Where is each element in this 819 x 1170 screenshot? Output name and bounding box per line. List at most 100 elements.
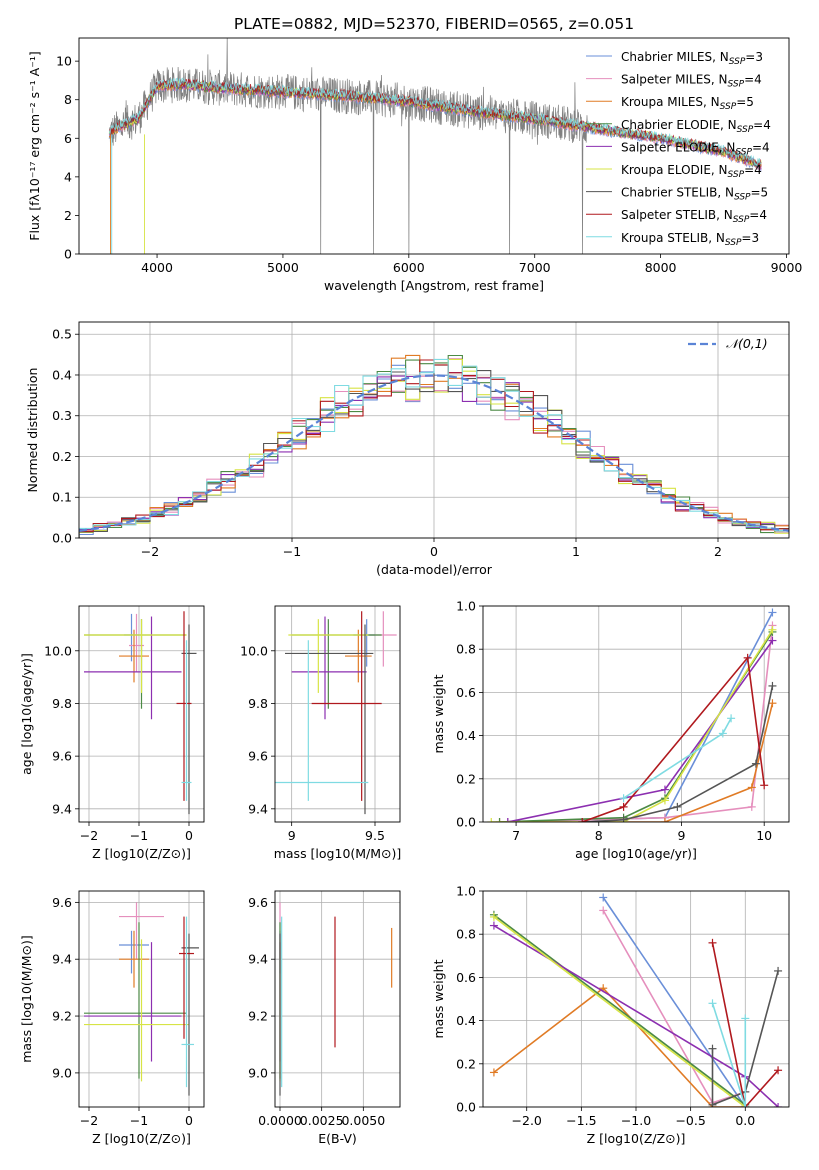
y-axis-label: mass weight (431, 674, 446, 753)
series-line (507, 612, 774, 822)
y-tick-label: 10.0 (240, 643, 268, 658)
x-axis-label: wavelength [Angstrom, rest frame] (324, 278, 544, 293)
axes-frame (78, 321, 790, 539)
panel-age-vs-Z: −2 −1 0 9.4 9.6 9.8 10.0 Z [log10(Z/Z⊙)] age [lo… (19, 605, 205, 861)
legend-subscript: SSP (733, 215, 750, 225)
errorbar-chabrier-miles (353, 619, 375, 667)
legend-nssp: =4 (752, 140, 770, 154)
model-spectrum-kroupa-stelib (108, 77, 762, 167)
axes-frame (482, 890, 790, 1108)
axes-frame (78, 890, 205, 1108)
series-line (711, 942, 779, 1107)
legend-subscript: SSP (737, 125, 754, 135)
errorbar-salpeter-elodie (84, 942, 182, 1062)
legend-nssp: =4 (753, 118, 771, 132)
x-tick-label: −0.5 (675, 1113, 705, 1128)
y-tick-label: 1.0 (456, 884, 476, 899)
errorbar-salpeter-stelib (311, 611, 382, 801)
series-salpeter-stelib (578, 653, 769, 822)
x-tick-label: 6000 (393, 260, 425, 275)
panel-mass-vs-Z: −2 −1 0 9.0 9.2 9.4 9.6 Z [log10(Z/Z⊙)] mass [lo… (19, 890, 205, 1146)
y-tick-label: 9.2 (52, 1009, 72, 1024)
legend-label-salpeter-miles: Salpeter MILES, NSSP=4 (621, 73, 762, 90)
series-line (499, 631, 774, 822)
series-line (711, 970, 779, 1106)
legend-nssp: =5 (736, 95, 754, 109)
legend-label-chabrier-miles: Chabrier MILES, NSSP=3 (621, 50, 763, 67)
y-tick-label: 0.2 (456, 771, 476, 786)
y-tick-label: 10 (56, 54, 72, 69)
legend-nssp: =4 (744, 163, 762, 177)
data-spectrum (108, 38, 588, 254)
plot-area (79, 354, 789, 538)
y-tick-label: 9.0 (52, 1065, 72, 1080)
x-tick-label: 9 (678, 828, 686, 843)
legend-subscript: SSP (728, 80, 745, 90)
x-tick-label: 0.0 (735, 1113, 755, 1128)
x-tick-label: 8000 (645, 260, 677, 275)
y-axis-label: Flux [fλ10⁻¹⁷ erg cm⁻² s⁻¹ A⁻¹] (27, 51, 42, 240)
x-tick-label: 8 (595, 828, 603, 843)
errorbar-kroupa-elodie (288, 619, 369, 693)
panel-age-vs-mass: 9 9.5 9.4 9.6 9.8 10.0 mass [log10(M/M⊙)] (240, 605, 402, 861)
y-tick-label: 10.0 (44, 643, 72, 658)
legend-label-salpeter-stelib: Salpeter STELIB, NSSP=4 (621, 208, 767, 225)
x-tick-label: −2 (80, 828, 98, 843)
errorbar-kroupa-stelib (275, 640, 369, 801)
series-salpeter-miles (599, 906, 750, 1107)
errorbar-salpeter-stelib (176, 611, 192, 801)
y-tick-label: 0.4 (52, 367, 72, 382)
legend-subscript: SSP (728, 170, 745, 180)
series-line (711, 1003, 747, 1107)
y-tick-label: 0.6 (456, 685, 476, 700)
x-tick-label: −1 (283, 544, 301, 559)
y-tick-label: 6 (64, 131, 72, 146)
y-tick-label: 9.0 (248, 1065, 268, 1080)
legend-subscript: SSP (725, 238, 742, 248)
y-axis-label: mass weight (431, 959, 446, 1038)
series-line (493, 914, 746, 1106)
y-tick-label: 0.0 (456, 815, 476, 830)
y-tick-label: 0.2 (52, 449, 72, 464)
y-tick-label: 9.4 (52, 801, 72, 816)
legend-label-chabrier-stelib: Chabrier STELIB, NSSP=5 (621, 186, 768, 203)
y-tick-label: 9.6 (248, 895, 268, 910)
figure-title: PLATE=0882, MJD=52370, FIBERID=0565, z=0… (234, 15, 634, 33)
series-line (491, 629, 774, 822)
y-tick-label: 9.8 (248, 696, 268, 711)
y-tick-label: 1.0 (456, 599, 476, 614)
y-tick-label: 9.4 (52, 952, 72, 967)
y-tick-label: 0.6 (456, 970, 476, 985)
x-axis-label: age [log10(age/yr)] (575, 846, 697, 861)
plot-area (279, 902, 393, 1096)
errorbar-salpeter-miles (119, 902, 164, 960)
y-tick-label: 9.6 (248, 749, 268, 764)
errorbar-kroupa-elodie (84, 619, 187, 693)
x-tick-label: 0 (430, 544, 438, 559)
legend-subscript: SSP (734, 193, 751, 203)
x-tick-label: 2 (714, 544, 722, 559)
legend-nssp: =4 (744, 73, 762, 87)
panel-spectrum: 4000 5000 6000 7000 8000 9000 0 2 4 6 8 10 wavelengt… (27, 37, 803, 293)
y-axis-label: mass [log10(M/M⊙)] (19, 935, 34, 1063)
x-tick-label: 5000 (267, 260, 299, 275)
normal-curve (79, 374, 789, 532)
x-tick-label: 7000 (519, 260, 551, 275)
histogram-kroupa-stelib (79, 358, 789, 538)
series-chabrier-stelib (578, 681, 777, 822)
axes-frame (274, 890, 401, 1108)
legend-label-kroupa-elodie: Kroupa ELODIE, NSSP=4 (621, 163, 762, 180)
errorbar-salpeter-miles (370, 611, 397, 667)
y-tick-label: 9.8 (52, 696, 72, 711)
x-tick-label: 9.5 (365, 828, 385, 843)
series-line (493, 987, 746, 1107)
x-tick-label: 9000 (771, 260, 803, 275)
x-axis-label: mass [log10(M/M⊙)] (274, 846, 402, 861)
legend-nssp: =5 (751, 186, 769, 200)
series-line (581, 655, 765, 822)
y-tick-label: 9.4 (248, 952, 268, 967)
x-tick-label: 1 (572, 544, 580, 559)
legend-label-kroupa-stelib: Kroupa STELIB, NSSP=3 (621, 231, 759, 248)
x-axis-label: Z [log10(Z/Z⊙)] (92, 1131, 191, 1146)
